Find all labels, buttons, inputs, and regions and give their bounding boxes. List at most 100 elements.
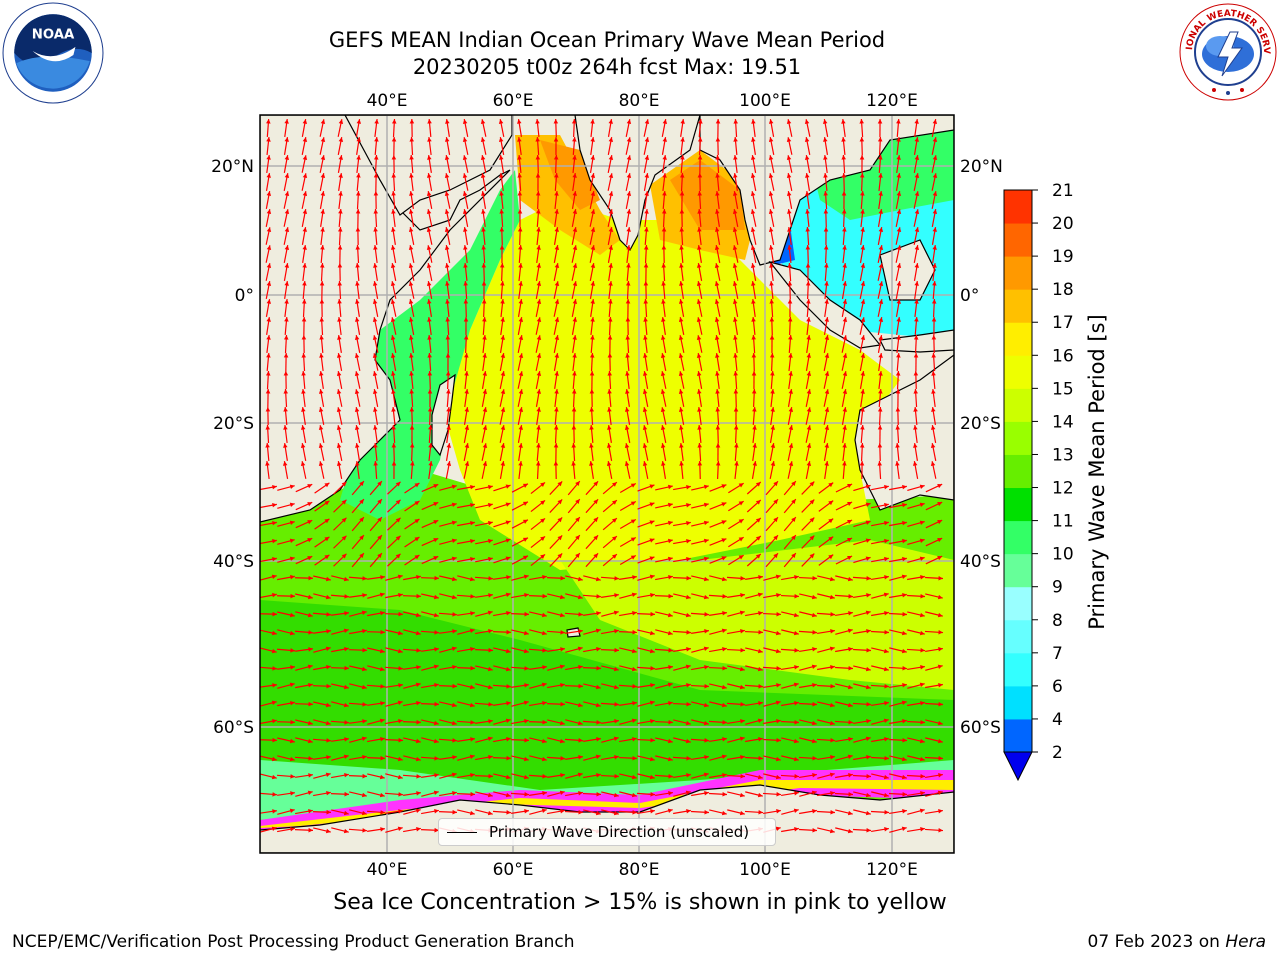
wave-vector-head: [589, 371, 595, 376]
wave-vector-head: [589, 443, 594, 448]
wave-vector-head: [773, 553, 778, 559]
wave-vector-head: [644, 227, 649, 232]
wave-vector-head: [703, 484, 709, 490]
wave-vector-head: [768, 155, 774, 161]
wave-vector-head: [866, 719, 871, 724]
wave-vector-head: [338, 119, 344, 125]
wave-vector-head: [535, 155, 541, 160]
wave-vector-head: [522, 483, 528, 488]
wave-vector-head: [824, 461, 829, 466]
wave-vector-head: [704, 791, 709, 796]
wave-vector-head: [337, 245, 343, 250]
wave-vector-head: [788, 425, 794, 431]
wave-vector-head: [397, 826, 403, 832]
wave-vector-head: [577, 576, 583, 582]
wave-vector-head: [667, 612, 673, 618]
wave-vector-head: [919, 612, 925, 618]
map-frame: [259, 114, 955, 854]
wave-vector-head: [391, 407, 396, 412]
wave-vector-head: [300, 425, 306, 430]
wave-vector-head: [391, 119, 397, 124]
wave-vector-head: [794, 593, 799, 599]
wave-vector-head: [462, 173, 468, 179]
wave-vector-head: [445, 335, 451, 340]
wave-vector-head: [788, 389, 793, 394]
wave-vector-head: [877, 461, 882, 466]
wave-vector-head: [482, 317, 487, 322]
wave-vector-head: [506, 736, 511, 742]
wave-vector-head: [740, 719, 745, 724]
wave-vector-head: [649, 538, 655, 543]
wave-vector-head: [344, 646, 349, 652]
wave-vector-head: [524, 611, 529, 617]
wave-vector-head: [714, 281, 720, 287]
wave-vector-head: [272, 718, 277, 724]
wave-vector-head: [733, 173, 738, 178]
wave-vector-head: [614, 628, 619, 634]
wave-vector-head: [830, 755, 835, 760]
wave-vector-head: [823, 245, 829, 250]
wave-vector-head: [775, 648, 781, 654]
wave-vector-head: [359, 553, 364, 559]
wave-vector-head: [679, 227, 684, 232]
wave-vector-head: [932, 173, 938, 179]
wave-vector-head: [390, 245, 396, 250]
wave-vector-head: [341, 517, 347, 523]
wave-vector-head: [809, 481, 815, 487]
wave-vector-head: [464, 443, 470, 448]
wave-vector-head: [578, 683, 583, 689]
wave-vector-head: [696, 263, 702, 268]
wave-vector-head: [896, 227, 902, 233]
wave-vector-head: [462, 119, 468, 124]
wave-vector-head: [354, 317, 360, 322]
wave-vector-head: [932, 245, 937, 250]
wave-vector-head: [751, 317, 756, 322]
wave-vector-head: [703, 646, 709, 652]
wave-vector-head: [842, 407, 848, 412]
wave-vector-head: [590, 119, 595, 124]
wave-vector-head: [427, 371, 433, 376]
wave-vector-head: [938, 773, 943, 778]
wave-vector-head: [572, 335, 577, 340]
wave-vector-head: [643, 353, 648, 358]
wave-vector-head: [434, 827, 439, 833]
wave-vector-head: [866, 647, 871, 653]
wave-vector-head: [679, 425, 684, 430]
wave-vector-head: [416, 791, 421, 796]
wave-vector-head: [409, 425, 415, 430]
wave-vector-head: [265, 425, 271, 430]
wave-vector-head: [451, 646, 457, 652]
wave-vector-head: [559, 790, 565, 796]
lat-tick-left: 20°N: [211, 157, 254, 177]
wave-vector-head: [896, 353, 901, 358]
wave-vector-head: [661, 317, 666, 322]
wave-vector-head: [776, 592, 781, 598]
wave-vector-head: [470, 520, 475, 526]
wave-vector-head: [593, 553, 599, 559]
wave-vector-head: [860, 389, 865, 394]
wave-vector-head: [540, 536, 546, 541]
wave-vector-head: [824, 299, 829, 304]
wave-vector-head: [714, 299, 720, 305]
wave-vector-head: [428, 461, 433, 466]
wave-vector-head: [470, 772, 475, 778]
wave-vector-head: [343, 628, 349, 634]
wave-vector-head: [739, 610, 745, 616]
wave-vector-head: [554, 173, 559, 178]
wave-vector-head: [937, 484, 943, 489]
wave-vector-head: [626, 209, 632, 214]
wave-vector-head: [307, 738, 313, 744]
wave-vector-head: [865, 810, 871, 816]
wave-vector-head: [914, 155, 920, 160]
wave-vector-head: [938, 575, 943, 581]
wave-vector-head: [662, 119, 668, 124]
wave-vector-head: [848, 647, 853, 652]
wave-vector-head: [488, 628, 493, 634]
wave-vector-head: [883, 718, 889, 724]
colorbar-band: [1004, 289, 1032, 323]
colorbar-band: [1004, 322, 1032, 356]
wave-vector-head: [355, 461, 360, 466]
colorbar-band: [1004, 421, 1032, 455]
lat-tick-right: 40°S: [960, 552, 1001, 572]
wave-vector-head: [578, 738, 583, 743]
